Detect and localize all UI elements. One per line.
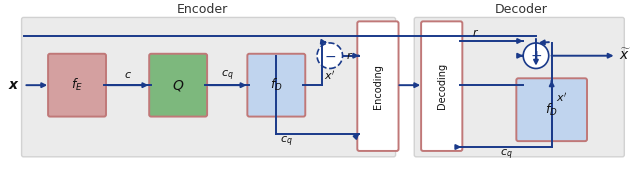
FancyBboxPatch shape (247, 54, 305, 117)
Text: $c_q$: $c_q$ (500, 148, 513, 162)
FancyBboxPatch shape (421, 21, 462, 151)
Text: $x'$: $x'$ (324, 69, 335, 82)
Text: $r$: $r$ (346, 50, 353, 61)
Text: $Q$: $Q$ (172, 78, 184, 93)
FancyBboxPatch shape (48, 54, 106, 117)
Text: $c_q$: $c_q$ (280, 135, 292, 149)
FancyBboxPatch shape (22, 18, 396, 157)
Text: $f_E$: $f_E$ (71, 77, 83, 93)
FancyBboxPatch shape (516, 78, 587, 141)
Text: $c_q$: $c_q$ (221, 68, 234, 83)
Text: $x'$: $x'$ (556, 91, 567, 104)
FancyBboxPatch shape (357, 21, 399, 151)
Text: $-$: $-$ (324, 49, 336, 63)
Circle shape (317, 43, 342, 69)
Text: Encoder: Encoder (177, 3, 228, 16)
Text: $\boldsymbol{x}$: $\boldsymbol{x}$ (8, 78, 20, 92)
Text: Decoding: Decoding (436, 63, 447, 109)
Text: Decoder: Decoder (495, 3, 548, 16)
FancyBboxPatch shape (414, 18, 624, 157)
FancyBboxPatch shape (149, 54, 207, 117)
Text: $r$: $r$ (472, 27, 479, 38)
Text: $+$: $+$ (530, 49, 542, 63)
Text: $c$: $c$ (124, 70, 132, 80)
Text: $\widetilde{x}$: $\widetilde{x}$ (618, 48, 630, 63)
Text: Encoding: Encoding (373, 64, 383, 109)
Text: $f_D$: $f_D$ (545, 102, 558, 118)
Circle shape (524, 43, 548, 69)
Text: $f_D$: $f_D$ (270, 77, 283, 93)
